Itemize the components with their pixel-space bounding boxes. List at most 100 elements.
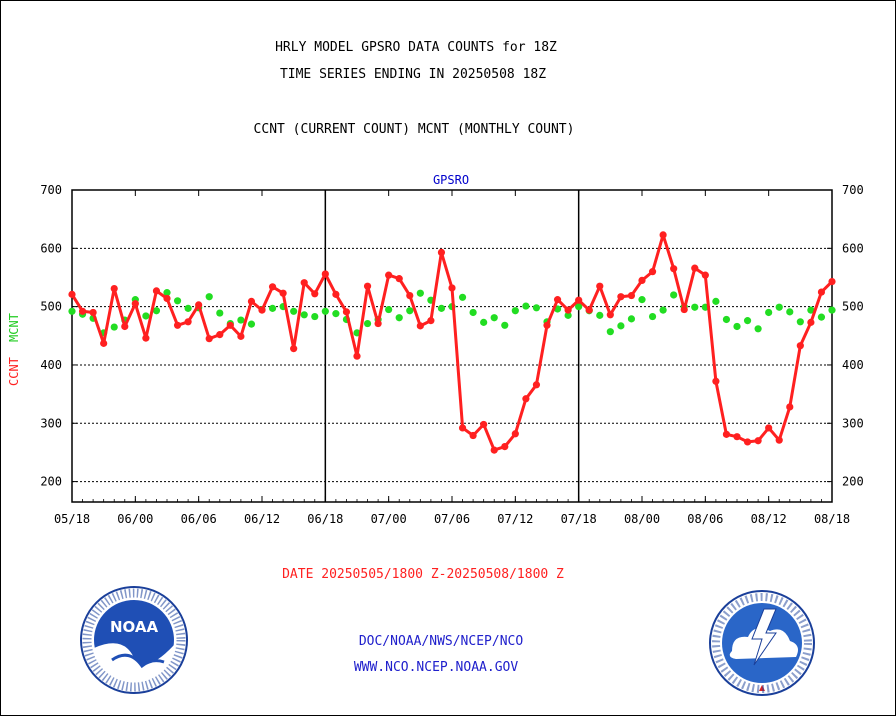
mcnt-point [511, 307, 519, 315]
x-tick-label: 07/18 [561, 512, 597, 526]
y-axis-left: 200 300 400 500 600 700 [40, 183, 77, 489]
mcnt-point [458, 293, 467, 301]
ccnt-point [543, 321, 551, 329]
nws-logo [709, 590, 815, 696]
ccnt-point [163, 294, 171, 303]
mcnt-point [733, 322, 741, 331]
ccnt-point [78, 307, 87, 315]
ccnt-point [374, 319, 382, 328]
ccnt-point [617, 293, 625, 301]
mcnt-point [68, 307, 76, 315]
data-series [68, 231, 836, 454]
chart-title-line1: HRLY MODEL GPSRO DATA COUNTS for 18Z [275, 40, 557, 55]
y-tick-label-right: 300 [842, 416, 864, 430]
mcnt-point [617, 322, 625, 330]
x-tick-label: 06/18 [307, 512, 343, 526]
ccnt-point [142, 334, 150, 342]
ccnt-point [575, 296, 583, 304]
ccnt-point [173, 321, 182, 329]
ccnt-point [247, 297, 256, 305]
x-tick-label: 07/06 [434, 512, 470, 526]
ccnt-point [237, 332, 245, 340]
mcnt-point [311, 312, 319, 321]
mcnt-point [173, 297, 182, 305]
ccnt-point [596, 282, 604, 290]
ccnt-point [152, 287, 161, 295]
mcnt-point [480, 318, 488, 326]
mcnt-point [817, 313, 826, 321]
mcnt-point [575, 303, 583, 311]
mcnt-point [469, 308, 477, 317]
ccnt-point [796, 342, 804, 350]
y-tick-label-left: 500 [40, 300, 62, 314]
mcnt-point [332, 310, 340, 318]
x-tick-label: 08/06 [687, 512, 723, 526]
noaa-logo-text: NOAA [110, 618, 159, 636]
ylabel-ccnt: CCNT [7, 357, 21, 386]
ccnt-point [437, 248, 446, 256]
mcnt-point [670, 291, 678, 299]
mcnt-point [321, 307, 329, 315]
mcnt-point [648, 312, 657, 321]
mcnt-point [184, 304, 192, 312]
mcnt-point [743, 317, 752, 325]
ccnt-point [321, 270, 329, 278]
mcnt-point [142, 312, 150, 320]
ccnt-point [89, 308, 97, 317]
mcnt-point [406, 307, 414, 315]
mcnt-point [437, 304, 446, 312]
ccnt-point [691, 264, 699, 272]
ccnt-point [100, 339, 108, 347]
mcnt-point [564, 311, 572, 319]
ccnt-point [775, 436, 783, 444]
mcnt-point [627, 315, 636, 323]
ccnt-point [205, 335, 213, 343]
ccnt-point [828, 277, 836, 286]
mcnt-point [416, 289, 424, 297]
ccnt-point [501, 442, 509, 451]
ccnt-point [311, 290, 319, 298]
ccnt-point [279, 289, 287, 297]
date-range: DATE 20250505/1800 Z-20250508/1800 Z [282, 567, 564, 582]
mcnt-point [691, 303, 699, 311]
mcnt-point [765, 308, 773, 317]
x-tick-label: 07/00 [371, 512, 407, 526]
x-tick-label: 05/18 [54, 512, 90, 526]
mcnt-point [268, 304, 277, 312]
mcnt-point [606, 328, 614, 336]
ccnt-point [659, 231, 667, 239]
ccnt-point [786, 403, 794, 411]
ccnt-point [733, 433, 741, 441]
ccnt-point [226, 321, 234, 329]
x-tick-label: 08/12 [751, 512, 787, 526]
mcnt-point [786, 308, 794, 316]
x-tick-label: 06/12 [244, 512, 280, 526]
mcnt-point [522, 302, 530, 310]
ccnt-point [606, 311, 614, 319]
mcnt-point [712, 297, 720, 305]
website-link[interactable]: WWW.NCO.NCEP.NOAA.GOV [354, 660, 519, 675]
ccnt-point [765, 424, 773, 432]
ccnt-point [480, 420, 488, 429]
ccnt-point [712, 377, 720, 385]
mcnt-point [490, 314, 498, 322]
ccnt-point [490, 446, 498, 454]
ccnt-point [395, 275, 403, 283]
noaa-logo: NOAA [80, 586, 188, 694]
chart-subtitle: CCNT (CURRENT COUNT) MCNT (MONTHLY COUNT… [254, 122, 575, 137]
ccnt-point [68, 290, 76, 298]
ccnt-point [511, 430, 519, 438]
y-tick-label-right: 500 [842, 300, 864, 314]
ccnt-point [363, 282, 372, 290]
x-tick-label: 08/00 [624, 512, 660, 526]
mcnt-point [385, 305, 393, 314]
mcnt-point [828, 306, 836, 314]
mcnt-point [722, 315, 731, 324]
y-tick-label-right: 400 [842, 358, 864, 372]
ccnt-point [627, 291, 636, 300]
ccnt-point [553, 296, 562, 304]
credit-text: DOC/NOAA/NWS/NCEP/NCO [359, 634, 524, 649]
ccnt-point [195, 301, 203, 309]
ccnt-point [585, 306, 593, 314]
